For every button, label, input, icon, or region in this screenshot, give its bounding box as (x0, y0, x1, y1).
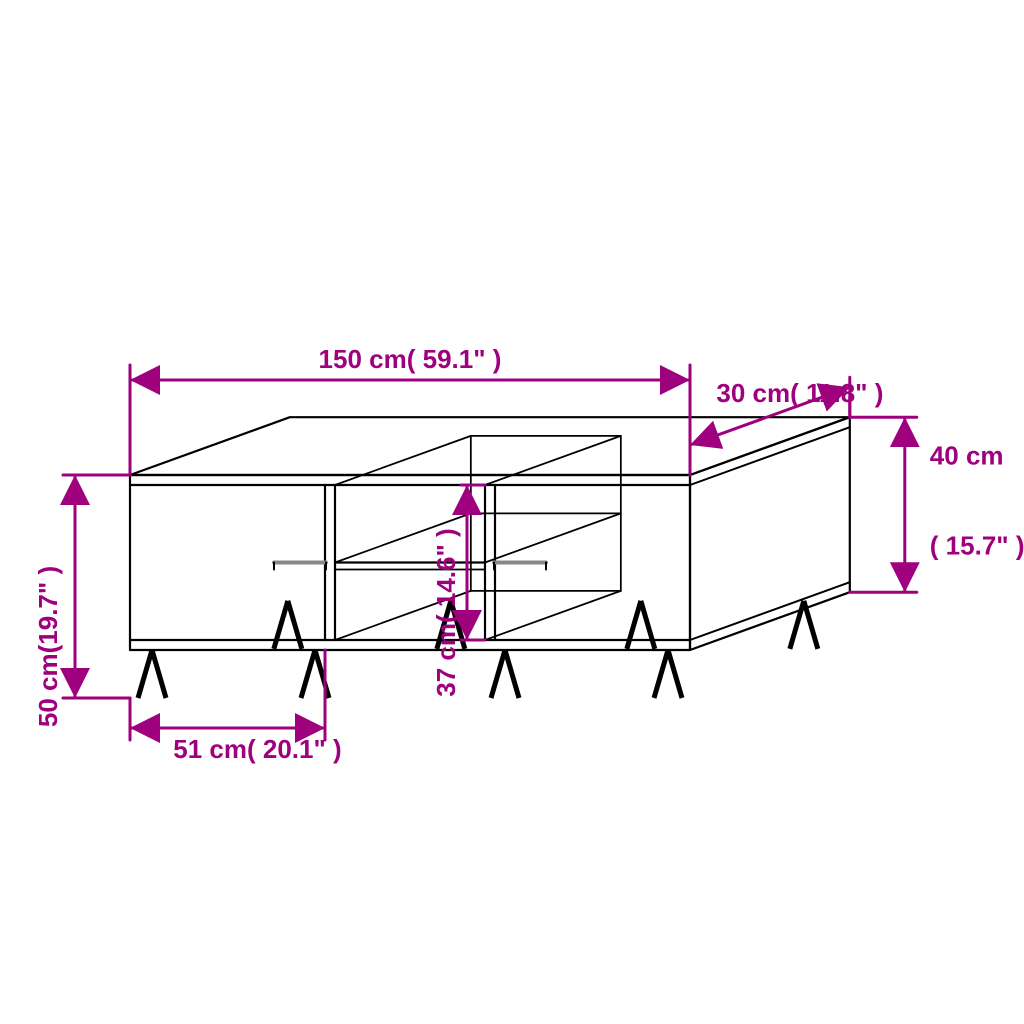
svg-text:50 cm(19.7" ): 50 cm(19.7" ) (33, 566, 63, 727)
svg-text:30 cm( 11.8" ): 30 cm( 11.8" ) (716, 378, 883, 408)
svg-text:150 cm( 59.1" ): 150 cm( 59.1" ) (319, 344, 502, 374)
svg-text:37 cm( 14.6" ): 37 cm( 14.6" ) (431, 528, 461, 696)
svg-text:( 15.7" ): ( 15.7" ) (930, 531, 1024, 561)
svg-text:40 cm: 40 cm (930, 441, 1004, 471)
svg-text:51 cm( 20.1" ): 51 cm( 20.1" ) (173, 734, 341, 764)
